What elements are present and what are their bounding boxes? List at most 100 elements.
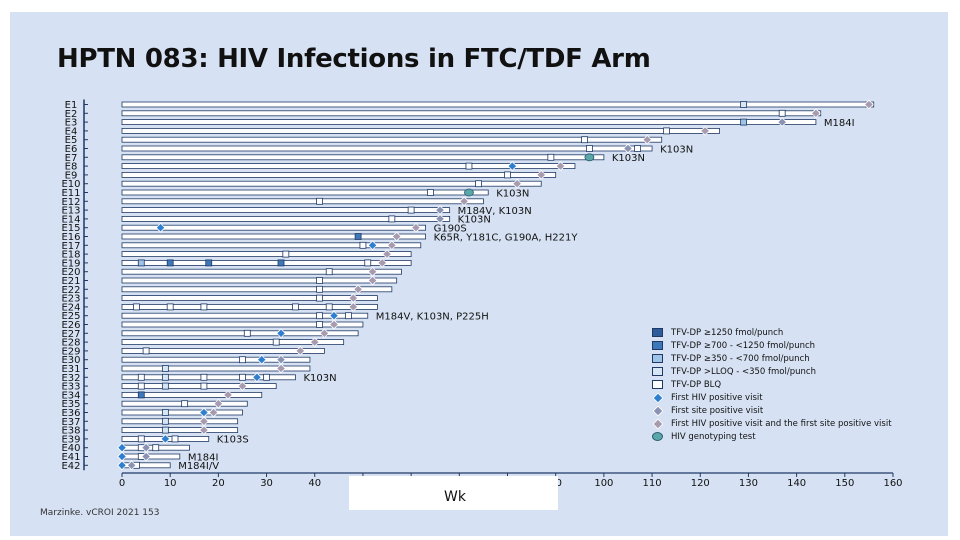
tfv-sample-blq xyxy=(292,303,299,311)
first-positive-marker xyxy=(199,407,209,418)
legend-item: TFV-DP ≥350 - <700 fmol/punch xyxy=(650,352,945,365)
both-positive-marker xyxy=(329,319,339,330)
y-tick-label: E42 xyxy=(61,461,80,472)
x-axis-label: Wk xyxy=(444,489,467,505)
participant-bar xyxy=(121,383,277,390)
y-tick-label: E23 xyxy=(61,294,80,305)
participant-bar xyxy=(121,409,243,416)
legend-label: TFV-DP BLQ xyxy=(671,379,722,390)
tfv-sample-blq xyxy=(504,171,511,179)
both-positive-marker xyxy=(208,407,219,418)
tfv-sample-blq xyxy=(663,127,670,135)
x-tick-label: 10 xyxy=(164,478,177,489)
both-positive-marker xyxy=(353,284,363,295)
mutation-label: G190S xyxy=(434,224,467,235)
tfv-sample-lloq-350 xyxy=(161,365,169,372)
both-positive-marker xyxy=(555,161,566,171)
mutation-label: K103S xyxy=(217,435,249,446)
mutation-label: M184I/V xyxy=(178,461,219,472)
tfv-sample-blq xyxy=(465,162,473,170)
both-positive-marker xyxy=(411,222,421,233)
first-positive-marker xyxy=(276,328,286,339)
x-tick-label: 120 xyxy=(691,478,710,489)
x-tick-label: 40 xyxy=(308,478,321,489)
both-positive-marker xyxy=(700,126,710,136)
both-positive-marker xyxy=(309,337,320,347)
first-positive-marker xyxy=(160,434,171,444)
x-tick-label: 110 xyxy=(643,478,662,489)
legend-item: First site positive visit xyxy=(650,404,945,417)
tfv-sample-blq xyxy=(475,180,482,188)
legend-swatch-first-positive xyxy=(652,391,664,404)
legend-swatch-both-positive xyxy=(652,417,664,430)
participant-bar xyxy=(121,163,576,170)
legend-label: First HIV positive visit and the first s… xyxy=(671,418,892,429)
mutation-label: M184I xyxy=(188,452,219,463)
both-positive-marker xyxy=(199,416,209,427)
site-positive-marker xyxy=(126,460,137,471)
both-positive-marker xyxy=(348,293,359,303)
y-tick-label: E27 xyxy=(61,329,80,340)
both-positive-marker xyxy=(367,266,378,277)
y-tick-label: E31 xyxy=(61,364,80,375)
visit-markers xyxy=(117,99,874,471)
tfv-sample-blq xyxy=(239,373,246,381)
participant-bar xyxy=(121,259,412,266)
citation: Marzinke. vCROI 2021 153 xyxy=(40,508,160,518)
y-tick-label: E36 xyxy=(61,408,80,419)
tfv-sample-lloq-350 xyxy=(161,426,169,434)
tfv-sample-350-700 xyxy=(137,259,145,267)
both-positive-marker xyxy=(223,390,233,400)
tfv-sample-blq xyxy=(142,347,150,355)
mutation-label: M184I xyxy=(824,118,855,129)
both-positive-marker xyxy=(382,249,392,259)
tfv-sample-blq xyxy=(171,435,179,443)
y-tick-label: E16 xyxy=(61,232,80,243)
participant-bar xyxy=(121,391,263,398)
participant-bar xyxy=(121,365,311,372)
y-tick-label: E21 xyxy=(61,276,80,287)
legend-label: TFV-DP ≥350 - <700 fmol/punch xyxy=(671,353,810,364)
tfv-sample-lloq-350 xyxy=(161,417,169,425)
tfv-sample-blq xyxy=(634,145,642,152)
both-positive-marker xyxy=(295,346,306,356)
legend-swatch-lloq-350 xyxy=(652,367,663,376)
tfv-sample-350-700 xyxy=(740,118,748,126)
y-tick-label: E25 xyxy=(61,311,80,322)
legend-label: TFV-DP ≥700 - <1250 fmol/punch xyxy=(671,340,816,351)
participant-bar xyxy=(121,427,239,434)
tfv-sample-blq xyxy=(426,189,434,196)
tfv-sample-blq xyxy=(359,241,367,249)
mutation-label: K103N xyxy=(303,373,336,384)
y-tick-label: E4 xyxy=(65,126,78,137)
participant-bar xyxy=(121,101,875,108)
site-positive-marker xyxy=(435,205,445,215)
y-tick-label: E8 xyxy=(65,162,78,173)
both-positive-marker xyxy=(459,196,469,207)
both-positive-marker xyxy=(864,99,874,110)
y-tick-label: E34 xyxy=(61,390,80,401)
x-label-box xyxy=(349,476,558,510)
tfv-sample-700-1250 xyxy=(205,259,213,267)
both-positive-marker xyxy=(386,240,397,251)
x-tick-label: 160 xyxy=(883,478,902,489)
both-positive-marker xyxy=(199,425,209,435)
participant-bar xyxy=(121,215,451,222)
both-positive-marker xyxy=(391,231,402,242)
legend-swatch-site-positive xyxy=(652,404,664,417)
legend-item: TFV-DP >LLOQ - <350 fmol/punch xyxy=(650,365,945,378)
mutation-label: K103N xyxy=(660,144,693,155)
tfv-sample-lloq-350 xyxy=(740,101,748,108)
tfv-sample-blq xyxy=(137,382,145,390)
both-positive-marker xyxy=(536,170,547,180)
legend-label: TFV-DP ≥1250 fmol/punch xyxy=(671,327,784,338)
legend-swatch-blq xyxy=(652,380,663,389)
participant-bar xyxy=(121,277,398,284)
first-positive-marker xyxy=(117,442,127,453)
tfv-sample-blq xyxy=(152,444,160,452)
y-tick-label: E10 xyxy=(61,179,80,190)
x-tick-label: 0 xyxy=(119,478,125,489)
both-positive-marker xyxy=(512,178,523,189)
first-positive-marker xyxy=(329,310,339,321)
mutation-label: K103N xyxy=(458,215,491,226)
